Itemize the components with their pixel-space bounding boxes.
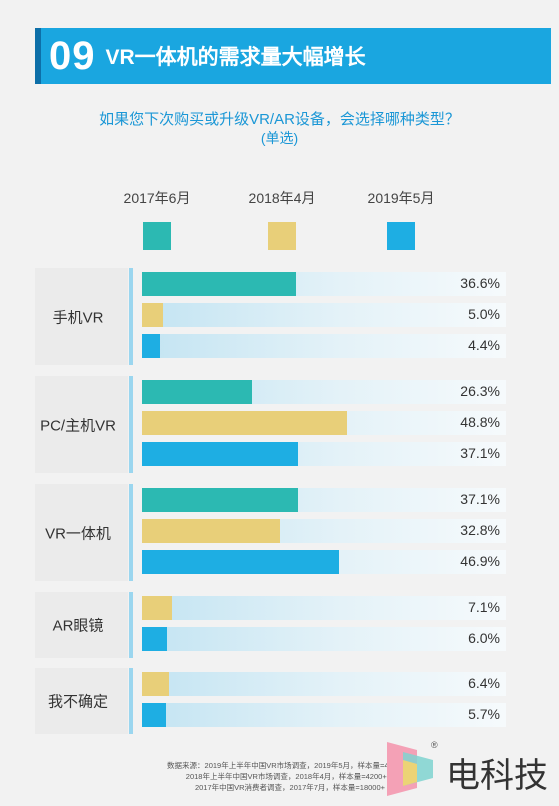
value-label: 6.0% [468, 630, 500, 646]
value-label: 7.1% [468, 599, 500, 615]
bar-row: 37.1% [142, 442, 506, 466]
category-group: VR一体机 37.1% 32.8% 46.9% [35, 484, 515, 581]
value-label: 5.0% [468, 306, 500, 322]
value-label: 37.1% [460, 491, 500, 507]
legend-item: 2017年6月 [107, 188, 207, 250]
header-accent [35, 28, 41, 84]
value-label: 48.8% [460, 414, 500, 430]
category-divider [129, 268, 133, 365]
legend-label: 2017年6月 [123, 190, 191, 206]
category-label-panel [35, 268, 128, 365]
category-label-panel [35, 376, 128, 473]
category-label: 我不确定 [47, 693, 108, 711]
category-divider [129, 668, 133, 734]
category-group: AR眼镜 7.1% 6.0% [35, 592, 515, 658]
registered-mark: ® [431, 740, 438, 750]
category-group: PC/主机VR 26.3% 48.8% 37.1% [35, 376, 515, 473]
source-line: 2017年中国VR消费者调查，2017年7月，样本量=18000+ [194, 783, 386, 792]
category-label-panel [35, 668, 128, 734]
bar-row: 5.0% [142, 303, 506, 327]
legend-swatch [387, 222, 415, 250]
category-label-panel [35, 484, 128, 581]
bar [142, 519, 280, 543]
legend-label: 2018年4月 [248, 190, 316, 206]
category-label: PC/主机VR [40, 417, 116, 434]
source-line: 数据来源：2019年上半年中国VR市场调查，2019年5月，样本量=4200+； [167, 761, 413, 770]
category-label-panel [35, 592, 128, 658]
legend-swatch [143, 222, 171, 250]
category-label: 手机VR [52, 309, 104, 326]
category-divider [129, 484, 133, 581]
page-title: VR一体机的需求量大幅增长 [105, 46, 366, 69]
brand-logo-text: 电科技 [446, 757, 548, 795]
bar-row: 32.8% [142, 519, 506, 543]
bar-row: 6.0% [142, 627, 506, 651]
category-label: VR一体机 [45, 525, 111, 542]
legend-item: 2018年4月 [232, 188, 332, 250]
legend-swatch [268, 222, 296, 250]
value-label: 37.1% [460, 445, 500, 461]
category-label: AR眼镜 [52, 617, 104, 635]
bar [142, 550, 339, 574]
bar-row: 7.1% [142, 596, 506, 620]
header-banner: 09 VR一体机的需求量大幅增长 [35, 28, 551, 84]
bar [142, 334, 161, 358]
value-label: 6.4% [468, 675, 500, 691]
bar [142, 596, 172, 620]
value-label: 36.6% [460, 275, 500, 291]
value-label: 26.3% [460, 383, 500, 399]
value-label: 32.8% [460, 522, 500, 538]
category-divider [129, 592, 133, 658]
logo-icon [387, 742, 433, 796]
bar-row: 4.4% [142, 334, 506, 358]
survey-question: 如果您下次购买或升级VR/AR设备，会选择哪种类型？ [99, 111, 460, 128]
legend-item: 2019年5月 [351, 188, 451, 250]
bar-row: 37.1% [142, 488, 506, 512]
category-group: 手机VR 36.6% 5.0% 4.4% [35, 268, 515, 365]
bar-row: 46.9% [142, 550, 506, 574]
bar-row: 48.8% [142, 411, 506, 435]
bar [142, 672, 169, 696]
bar [142, 703, 166, 727]
bar-row: 6.4% [142, 672, 506, 696]
category-group: 我不确定 6.4% 5.7% [35, 668, 515, 734]
bar-row: 5.7% [142, 703, 506, 727]
bar-row: 36.6% [142, 272, 506, 296]
bar [142, 272, 296, 296]
bar [142, 488, 298, 512]
bar [142, 380, 253, 404]
question-note: (单选) [260, 130, 299, 146]
value-label: 5.7% [468, 706, 500, 722]
section-number: 09 [49, 33, 96, 78]
bar [142, 627, 168, 651]
legend-label: 2019年5月 [367, 190, 435, 206]
source-line: 2018年上半年中国VR市场调查，2018年4月，样本量=4200+； [185, 772, 395, 781]
value-label: 4.4% [468, 337, 500, 353]
bar [142, 411, 347, 435]
value-label: 46.9% [460, 553, 500, 569]
category-divider [129, 376, 133, 473]
bar-row: 26.3% [142, 380, 506, 404]
bar [142, 442, 298, 466]
bar [142, 303, 163, 327]
